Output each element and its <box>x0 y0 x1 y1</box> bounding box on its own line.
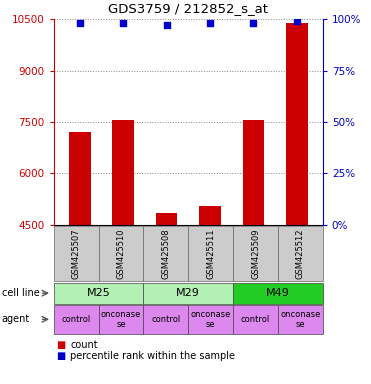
Text: agent: agent <box>2 314 30 324</box>
Bar <box>286 23 308 225</box>
Text: GSM425512: GSM425512 <box>296 228 305 279</box>
Text: GSM425510: GSM425510 <box>116 228 125 279</box>
Point <box>250 20 256 26</box>
Point <box>120 20 126 26</box>
Point <box>164 22 170 28</box>
Text: GSM425509: GSM425509 <box>251 228 260 279</box>
Text: M29: M29 <box>176 288 200 298</box>
Text: control: control <box>151 315 181 324</box>
Text: ■: ■ <box>56 351 65 361</box>
Title: GDS3759 / 212852_s_at: GDS3759 / 212852_s_at <box>108 2 268 15</box>
Point <box>207 20 213 26</box>
Bar <box>69 132 91 225</box>
Text: cell line: cell line <box>2 288 40 298</box>
Bar <box>156 213 177 225</box>
Text: GSM425508: GSM425508 <box>161 228 170 279</box>
Bar <box>112 120 134 225</box>
Text: onconase
se: onconase se <box>280 310 321 329</box>
Point <box>294 18 300 24</box>
Text: control: control <box>62 315 91 324</box>
Bar <box>199 206 221 225</box>
Text: count: count <box>70 340 98 350</box>
Text: control: control <box>241 315 270 324</box>
Bar <box>243 120 264 225</box>
Text: onconase
se: onconase se <box>191 310 231 329</box>
Text: GSM425507: GSM425507 <box>72 228 81 279</box>
Point <box>77 20 83 26</box>
Text: M25: M25 <box>87 288 111 298</box>
Text: ■: ■ <box>56 340 65 350</box>
Text: GSM425511: GSM425511 <box>206 228 215 279</box>
Text: M49: M49 <box>266 288 290 298</box>
Text: onconase
se: onconase se <box>101 310 141 329</box>
Text: percentile rank within the sample: percentile rank within the sample <box>70 351 236 361</box>
